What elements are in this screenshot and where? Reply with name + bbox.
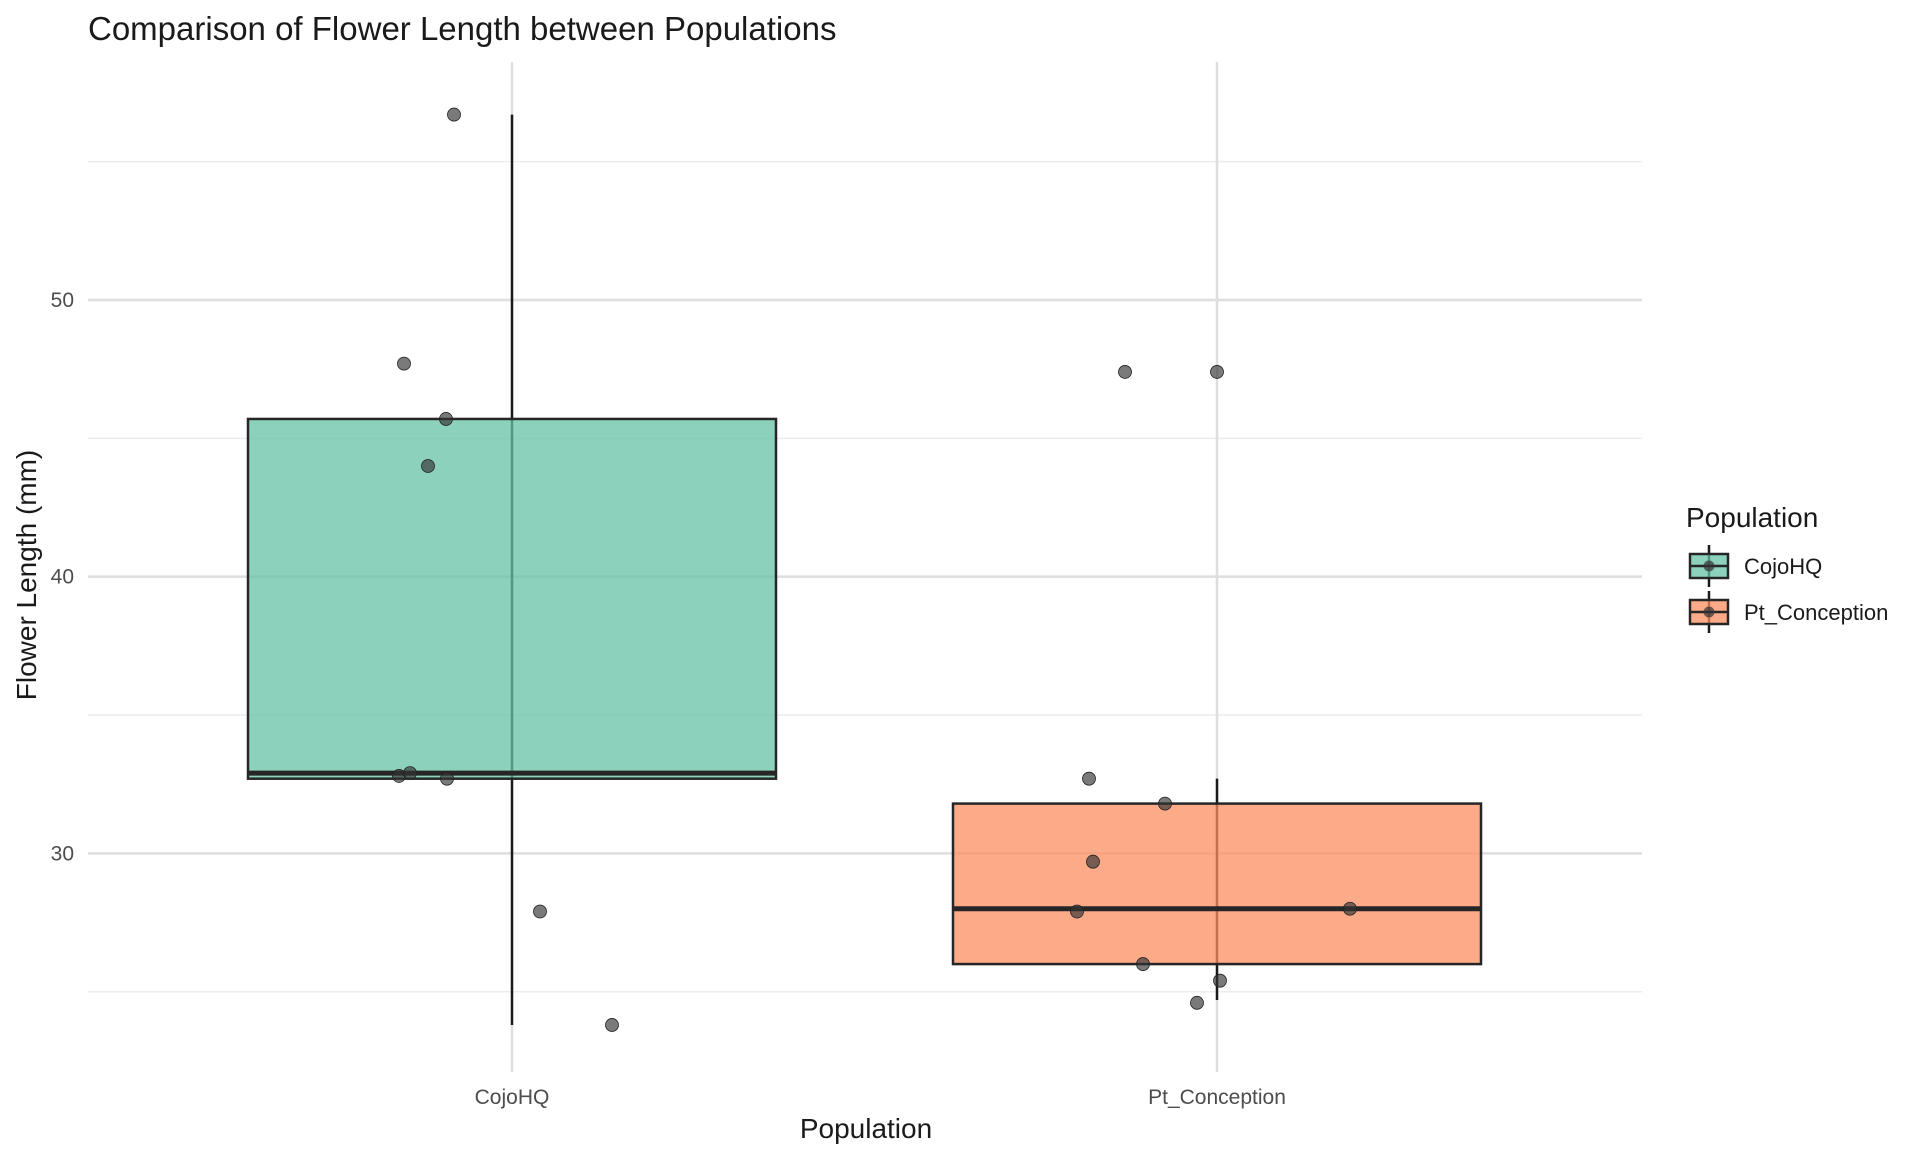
- x-axis-title: Population: [800, 1113, 932, 1144]
- data-point: [1343, 901, 1357, 916]
- data-point: [1213, 973, 1227, 988]
- y-tick-label: 50: [51, 289, 74, 312]
- y-tick-label: 40: [51, 566, 74, 589]
- data-point: [1118, 365, 1132, 379]
- x-tick-label: Pt_Conception: [1148, 1086, 1286, 1109]
- x-axis-ticks: CojoHQ Pt_Conception: [475, 1086, 1286, 1109]
- data-point: [1190, 995, 1204, 1010]
- data-points: [392, 107, 1357, 1032]
- data-point: [421, 459, 435, 473]
- y-axis-ticks: 30 40 50: [51, 289, 74, 865]
- legend: Population CojoHQ Pt_Conception: [1686, 502, 1888, 633]
- data-point: [533, 904, 547, 919]
- chart-title: Comparison of Flower Length between Popu…: [88, 10, 836, 47]
- legend-label: Pt_Conception: [1744, 600, 1888, 625]
- legend-key-point: [1703, 560, 1715, 572]
- data-point: [1082, 771, 1096, 786]
- y-axis-title: Flower Length (mm): [11, 450, 42, 701]
- legend-label: CojoHQ: [1744, 554, 1822, 579]
- data-point: [439, 412, 453, 426]
- legend-item: Pt_Conception: [1688, 591, 1888, 633]
- legend-items: CojoHQ Pt_Conception: [1688, 545, 1888, 633]
- data-point: [397, 356, 411, 371]
- data-point: [1086, 854, 1100, 869]
- legend-item: CojoHQ: [1688, 545, 1822, 587]
- data-point: [440, 771, 454, 786]
- boxes: [246, 417, 1483, 966]
- data-point: [1158, 796, 1172, 811]
- legend-key-point: [1703, 606, 1715, 618]
- data-point: [605, 1018, 619, 1032]
- legend-title: Population: [1686, 502, 1818, 533]
- data-point: [1136, 957, 1150, 971]
- data-point: [403, 766, 417, 781]
- x-tick-label: CojoHQ: [475, 1086, 550, 1109]
- data-point: [447, 107, 461, 122]
- box: [951, 802, 1483, 966]
- y-tick-label: 30: [51, 842, 74, 865]
- data-point: [1210, 365, 1224, 379]
- data-point: [1070, 904, 1084, 919]
- box: [246, 417, 778, 780]
